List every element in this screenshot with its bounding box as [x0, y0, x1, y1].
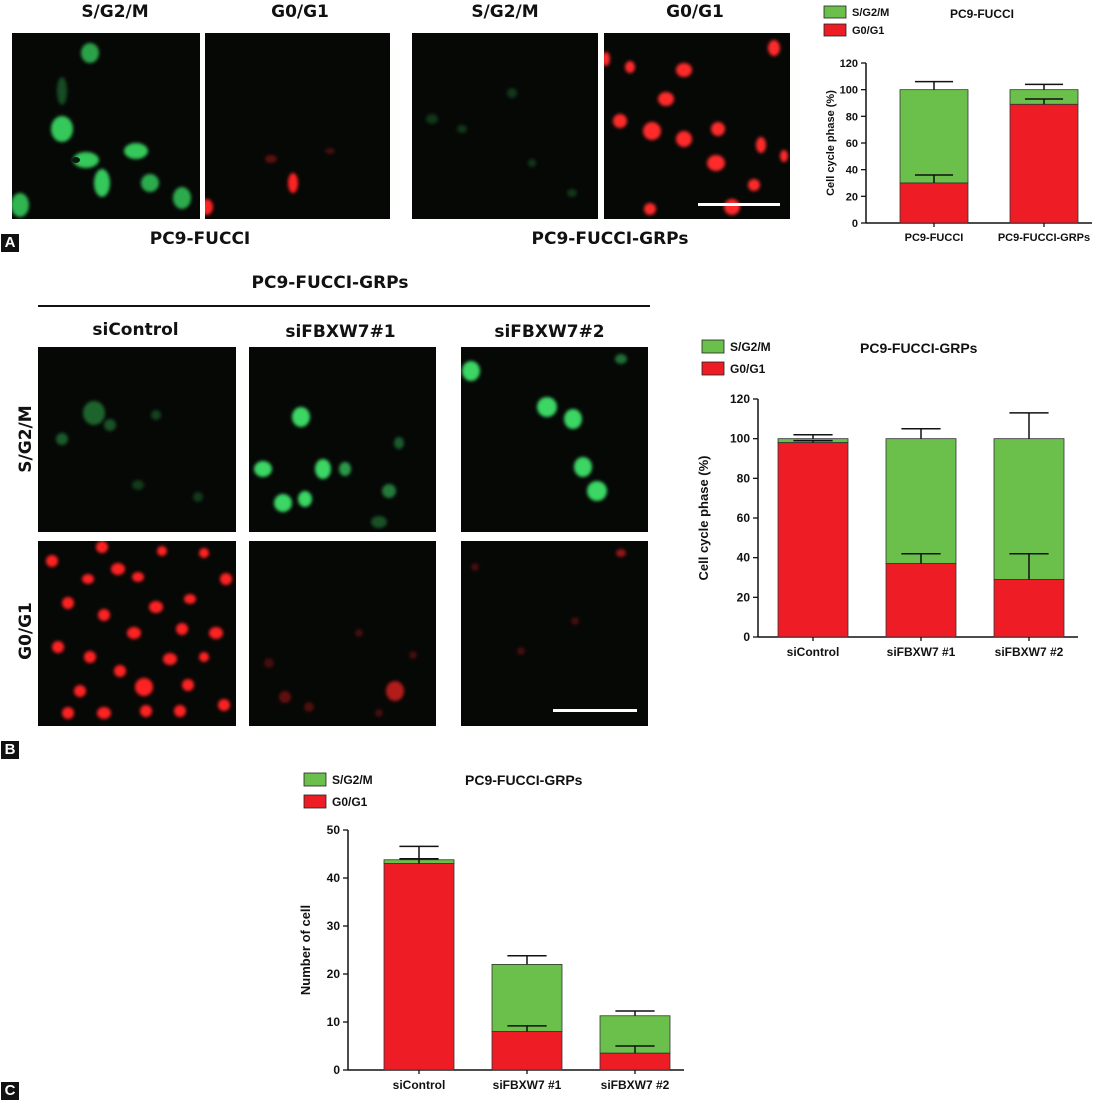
y-tick-label: 100: [730, 432, 750, 446]
chart-title: PC9-FUCCI: [950, 7, 1014, 21]
micrograph-pc9-fucci-g0g1: [205, 33, 390, 219]
red-cells-image: [205, 148, 335, 215]
legend-label: G0/G1: [852, 25, 884, 37]
panel-label-a: A: [1, 234, 19, 252]
micrograph-header-a1: S/G2/M: [81, 2, 149, 22]
legend-swatch: [823, 23, 847, 37]
x-tick-label: siFBXW7 #1: [887, 645, 956, 659]
column-header-sifbxw7-1: siFBXW7#1: [285, 322, 396, 342]
legend-label: S/G2/M: [852, 7, 889, 19]
y-tick-label: 20: [737, 590, 751, 604]
y-tick-label: 60: [846, 138, 858, 150]
micrograph-header-a4: G0/G1: [666, 2, 724, 22]
y-tick-label: 40: [737, 551, 751, 565]
column-header-sicontrol: siControl: [92, 320, 179, 340]
y-tick-label: 30: [327, 919, 341, 933]
legend-swatch: [701, 361, 725, 376]
column-header-sifbxw7-2: siFBXW7#2: [494, 322, 605, 342]
chart-title: PC9-FUCCI-GRPs: [860, 340, 978, 356]
legend-swatch: [701, 339, 725, 354]
group-caption-pc9-fucci: PC9-FUCCI: [149, 229, 251, 249]
y-axis-label: Cell cycle phase (%): [696, 456, 711, 581]
x-tick-label: PC9-FUCCI-GRPs: [998, 232, 1090, 244]
bar-g0g1: [993, 579, 1065, 638]
micrograph-pc9-fucci-grps-g0g1: [604, 33, 790, 219]
row-label-sg2m: S/G2/M: [16, 405, 36, 473]
micrograph-pc9-fucci-sg2m: [12, 33, 200, 219]
y-tick-label: 100: [840, 85, 858, 97]
bar-sg2m: [899, 89, 969, 184]
panel-label-c: C: [1, 1082, 19, 1100]
row-label-g0g1: G0/G1: [16, 602, 36, 660]
y-tick-label: 20: [846, 191, 858, 203]
y-tick-label: 120: [840, 58, 858, 70]
micrograph-sifbxw7-2-sg2m: [461, 347, 648, 532]
panel-label-b: B: [1, 741, 19, 759]
bar-sg2m: [885, 438, 957, 565]
bar-g0g1: [777, 442, 849, 638]
scale-bar: [553, 709, 637, 712]
red-nuclei-image: [46, 541, 232, 719]
x-tick-label: siFBXW7 #1: [493, 1078, 562, 1092]
chart-c: S/G2/M G0/G1 PC9-FUCCI-GRPs 0 10 20 30 40 50 Numb…: [298, 772, 684, 1092]
legend-swatch: [303, 794, 327, 809]
y-tick-label: 80: [737, 471, 751, 485]
micrograph-sifbxw7-1-sg2m: [249, 347, 436, 532]
bar-g0g1: [383, 863, 455, 1071]
legend-label: S/G2/M: [730, 340, 771, 354]
legend-label: S/G2/M: [332, 773, 373, 787]
x-tick-label: siControl: [787, 645, 840, 659]
red-nuclei-image: [604, 40, 788, 215]
micrograph-sicontrol-sg2m: [38, 347, 236, 532]
micrograph-header-a3: S/G2/M: [471, 2, 539, 22]
y-tick-label: 0: [743, 630, 750, 644]
y-tick-label: 80: [846, 111, 858, 123]
micrograph-header-a2: G0/G1: [271, 2, 329, 22]
y-tick-label: 40: [327, 871, 341, 885]
scale-bar: [698, 203, 780, 206]
y-tick-label: 120: [730, 392, 750, 406]
dim-red-image: [264, 629, 417, 717]
bar-g0g1: [885, 563, 957, 638]
y-tick-label: 20: [327, 967, 341, 981]
x-tick-label: siControl: [393, 1078, 446, 1092]
y-axis-label: Cell cycle phase (%): [825, 90, 837, 196]
micrograph-sifbxw7-1-g0g1: [249, 541, 436, 726]
chart-title: PC9-FUCCI-GRPs: [465, 772, 583, 788]
bar-g0g1: [599, 1052, 671, 1071]
y-tick-label: 0: [852, 218, 858, 230]
x-tick-label: PC9-FUCCI: [905, 232, 964, 244]
x-tick-label: siFBXW7 #2: [601, 1078, 670, 1092]
legend-label: G0/G1: [730, 362, 766, 376]
bar-sg2m: [491, 963, 563, 1032]
green-cells-image: [254, 407, 404, 528]
y-tick-label: 40: [846, 165, 858, 177]
green-cells-image: [12, 43, 191, 217]
bar-g0g1: [899, 182, 969, 224]
chart-b: S/G2/M G0/G1 PC9-FUCCI-GRPs 0 20 40 60 80 100 120…: [696, 339, 1078, 659]
legend-label: G0/G1: [332, 795, 368, 809]
chart-a: S/G2/M G0/G1 PC9-FUCCI 0 20 40 60 80 100 120 Cell …: [823, 5, 1092, 244]
bar-g0g1: [491, 1031, 563, 1071]
micrograph-pc9-fucci-grps-sg2m: [412, 33, 598, 219]
dim-red-image: [471, 549, 637, 712]
bar-g0g1: [1009, 103, 1079, 224]
legend-swatch: [303, 772, 327, 787]
y-tick-label: 0: [333, 1063, 340, 1077]
green-cells-image: [462, 354, 627, 501]
panel-b-group-title: PC9-FUCCI-GRPs: [251, 273, 409, 293]
group-title-rule: [38, 305, 650, 307]
y-tick-label: 60: [737, 511, 751, 525]
y-tick-label: 50: [327, 823, 341, 837]
dim-green-image: [426, 88, 577, 197]
x-tick-label: siFBXW7 #2: [995, 645, 1064, 659]
y-axis-label: Number of cell: [298, 905, 313, 995]
micrograph-sicontrol-g0g1: [38, 541, 236, 726]
micrograph-sifbxw7-2-g0g1: [461, 541, 648, 726]
group-caption-pc9-fucci-grps: PC9-FUCCI-GRPs: [531, 229, 689, 249]
y-tick-label: 10: [327, 1015, 341, 1029]
legend-swatch: [823, 5, 847, 19]
dim-green-image: [56, 401, 203, 502]
